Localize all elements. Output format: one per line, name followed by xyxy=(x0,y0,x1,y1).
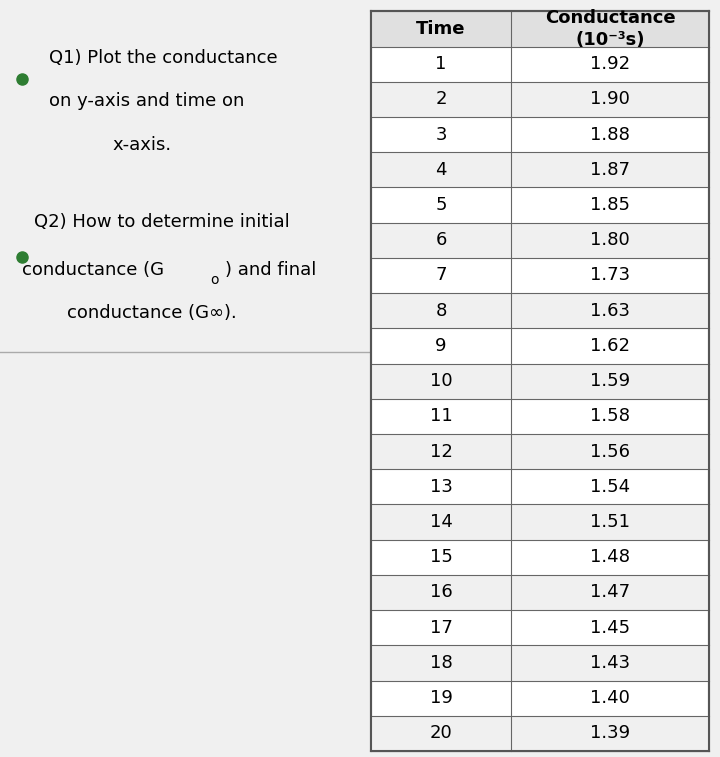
Text: 1.59: 1.59 xyxy=(590,372,630,390)
Text: 20: 20 xyxy=(430,724,452,743)
Text: 11: 11 xyxy=(430,407,452,425)
Text: 10: 10 xyxy=(430,372,452,390)
FancyBboxPatch shape xyxy=(371,293,709,329)
Text: 4: 4 xyxy=(436,160,446,179)
Text: 1.54: 1.54 xyxy=(590,478,630,496)
Text: 17: 17 xyxy=(430,618,452,637)
Text: Q1) Plot the conductance: Q1) Plot the conductance xyxy=(49,49,277,67)
FancyBboxPatch shape xyxy=(371,82,709,117)
Text: 1.56: 1.56 xyxy=(590,443,630,460)
Text: 19: 19 xyxy=(430,689,452,707)
Text: 1.51: 1.51 xyxy=(590,513,630,531)
Text: 7: 7 xyxy=(436,266,446,285)
FancyBboxPatch shape xyxy=(371,11,709,751)
Text: 1.88: 1.88 xyxy=(590,126,630,144)
Text: conductance (G∞).: conductance (G∞). xyxy=(68,304,237,322)
Text: 13: 13 xyxy=(430,478,452,496)
Text: o: o xyxy=(210,273,219,286)
Text: 1.58: 1.58 xyxy=(590,407,630,425)
FancyBboxPatch shape xyxy=(371,575,709,610)
Text: 1.63: 1.63 xyxy=(590,302,630,319)
Text: Time: Time xyxy=(416,20,466,38)
Text: 1.85: 1.85 xyxy=(590,196,630,214)
FancyBboxPatch shape xyxy=(371,434,709,469)
Text: 1.73: 1.73 xyxy=(590,266,630,285)
Text: Q2) How to determine initial: Q2) How to determine initial xyxy=(34,213,289,232)
Text: 6: 6 xyxy=(436,232,446,249)
Text: 3: 3 xyxy=(436,126,446,144)
Text: 1.92: 1.92 xyxy=(590,55,630,73)
Text: Conductance
(10⁻³s): Conductance (10⁻³s) xyxy=(545,9,675,49)
Text: x-axis.: x-axis. xyxy=(112,136,171,154)
Text: 1.47: 1.47 xyxy=(590,584,630,602)
FancyBboxPatch shape xyxy=(371,223,709,258)
Text: on y-axis and time on: on y-axis and time on xyxy=(49,92,244,111)
Text: conductance (G: conductance (G xyxy=(22,261,164,279)
FancyBboxPatch shape xyxy=(371,363,709,399)
FancyBboxPatch shape xyxy=(371,645,709,681)
Text: 1.90: 1.90 xyxy=(590,90,630,108)
Text: 1: 1 xyxy=(436,55,446,73)
FancyBboxPatch shape xyxy=(371,11,709,47)
FancyBboxPatch shape xyxy=(371,715,709,751)
Text: 15: 15 xyxy=(430,548,452,566)
Text: 8: 8 xyxy=(436,302,446,319)
Text: 1.43: 1.43 xyxy=(590,654,630,672)
Text: 1.62: 1.62 xyxy=(590,337,630,355)
Text: 9: 9 xyxy=(436,337,446,355)
Text: 1.48: 1.48 xyxy=(590,548,630,566)
Text: 1.39: 1.39 xyxy=(590,724,630,743)
Text: 14: 14 xyxy=(430,513,452,531)
Text: 18: 18 xyxy=(430,654,452,672)
Text: 16: 16 xyxy=(430,584,452,602)
Text: 1.87: 1.87 xyxy=(590,160,630,179)
Text: ) and final: ) and final xyxy=(225,261,316,279)
Text: 1.45: 1.45 xyxy=(590,618,630,637)
FancyBboxPatch shape xyxy=(371,504,709,540)
FancyBboxPatch shape xyxy=(371,152,709,188)
Text: 1.80: 1.80 xyxy=(590,232,630,249)
Text: 12: 12 xyxy=(430,443,452,460)
Text: 2: 2 xyxy=(436,90,446,108)
Text: 5: 5 xyxy=(436,196,446,214)
Text: 1.40: 1.40 xyxy=(590,689,630,707)
